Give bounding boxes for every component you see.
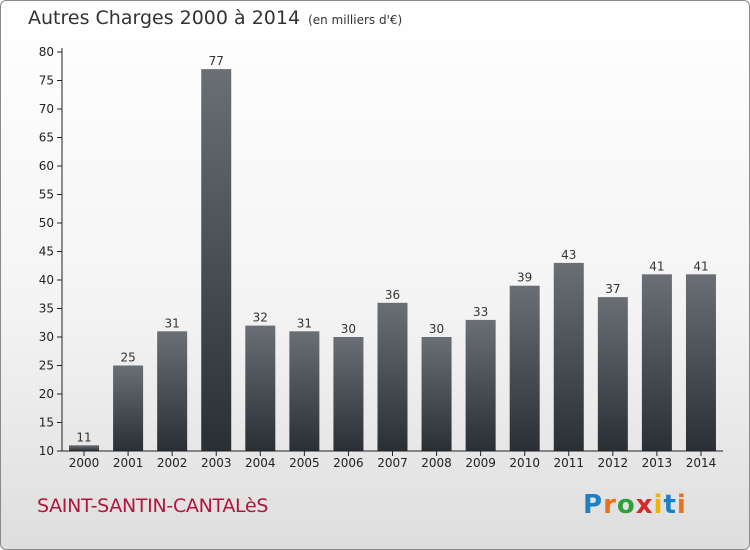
x-tick-label: 2002 — [157, 456, 188, 470]
y-tick-label: 15 — [39, 416, 54, 430]
x-tick-label: 2010 — [509, 456, 540, 470]
x-tick-label: 2009 — [465, 456, 496, 470]
x-tick-label: 2014 — [686, 456, 717, 470]
bar — [685, 274, 716, 451]
data-label: 33 — [473, 305, 488, 319]
y-tick-label: 60 — [39, 159, 54, 173]
y-tick-label: 35 — [39, 302, 54, 316]
bar — [113, 365, 144, 451]
x-tick-label: 2005 — [289, 456, 320, 470]
y-tick-label: 70 — [39, 102, 54, 116]
y-tick-label: 55 — [39, 188, 54, 202]
logo-letter: o — [616, 490, 636, 520]
data-label: 43 — [561, 248, 576, 262]
data-label: 30 — [341, 322, 356, 336]
bar — [553, 262, 584, 451]
y-tick-label: 40 — [39, 273, 54, 287]
bar — [509, 285, 540, 451]
y-tick-label: 30 — [39, 330, 54, 344]
data-label: 36 — [385, 288, 400, 302]
logo-letter: i — [676, 490, 687, 520]
bar — [245, 325, 276, 451]
data-label: 25 — [120, 351, 135, 365]
x-tick-label: 2007 — [377, 456, 408, 470]
data-label: 77 — [209, 54, 224, 68]
data-label: 30 — [429, 322, 444, 336]
data-label: 39 — [517, 271, 532, 285]
y-tick-label: 65 — [39, 131, 54, 145]
x-tick-label: 2012 — [598, 456, 629, 470]
y-tick-label: 45 — [39, 245, 54, 259]
y-tick-label: 50 — [39, 216, 54, 230]
chart-unit: (en milliers d'€) — [308, 13, 403, 27]
x-tick-label: 2013 — [642, 456, 673, 470]
bar — [289, 331, 320, 451]
x-tick-label: 2004 — [245, 456, 276, 470]
y-tick-label: 80 — [39, 45, 54, 59]
bar — [421, 337, 452, 451]
y-tick-label: 20 — [39, 387, 54, 401]
data-label: 32 — [253, 311, 268, 325]
bar — [641, 274, 672, 451]
bar — [201, 69, 232, 451]
logo-letter: t — [663, 490, 677, 520]
x-tick-label: 2001 — [113, 456, 144, 470]
x-tick-label: 2008 — [421, 456, 452, 470]
data-label: 37 — [605, 282, 620, 296]
data-label: 41 — [693, 259, 708, 273]
data-label: 31 — [165, 316, 180, 330]
x-tick-label: 2011 — [553, 456, 584, 470]
commune-name: SAINT-SANTIN-CANTALèS — [37, 495, 269, 517]
proxiti-logo: Proxiti — [583, 490, 687, 520]
chart-title-text: Autres Charges 2000 à 2014 — [28, 7, 301, 29]
x-tick-label: 2006 — [333, 456, 364, 470]
bar — [157, 331, 188, 451]
y-tick-label: 25 — [39, 359, 54, 373]
y-tick-label: 10 — [39, 444, 54, 458]
data-label: 41 — [649, 259, 664, 273]
x-tick-label: 2003 — [201, 456, 232, 470]
bar — [465, 319, 496, 451]
data-label: 11 — [76, 430, 91, 444]
logo-letter: x — [635, 490, 654, 520]
logo-letter: r — [603, 490, 617, 520]
bar — [597, 297, 628, 451]
data-label: 31 — [297, 316, 312, 330]
chart-title: Autres Charges 2000 à 2014 (en milliers d… — [28, 7, 402, 29]
logo-letter: i — [653, 490, 664, 520]
bar — [333, 337, 364, 451]
logo-letter: P — [583, 490, 604, 520]
x-tick-label: 2000 — [69, 456, 100, 470]
bar — [69, 445, 100, 451]
y-tick-label: 75 — [39, 74, 54, 88]
bar — [377, 302, 408, 451]
